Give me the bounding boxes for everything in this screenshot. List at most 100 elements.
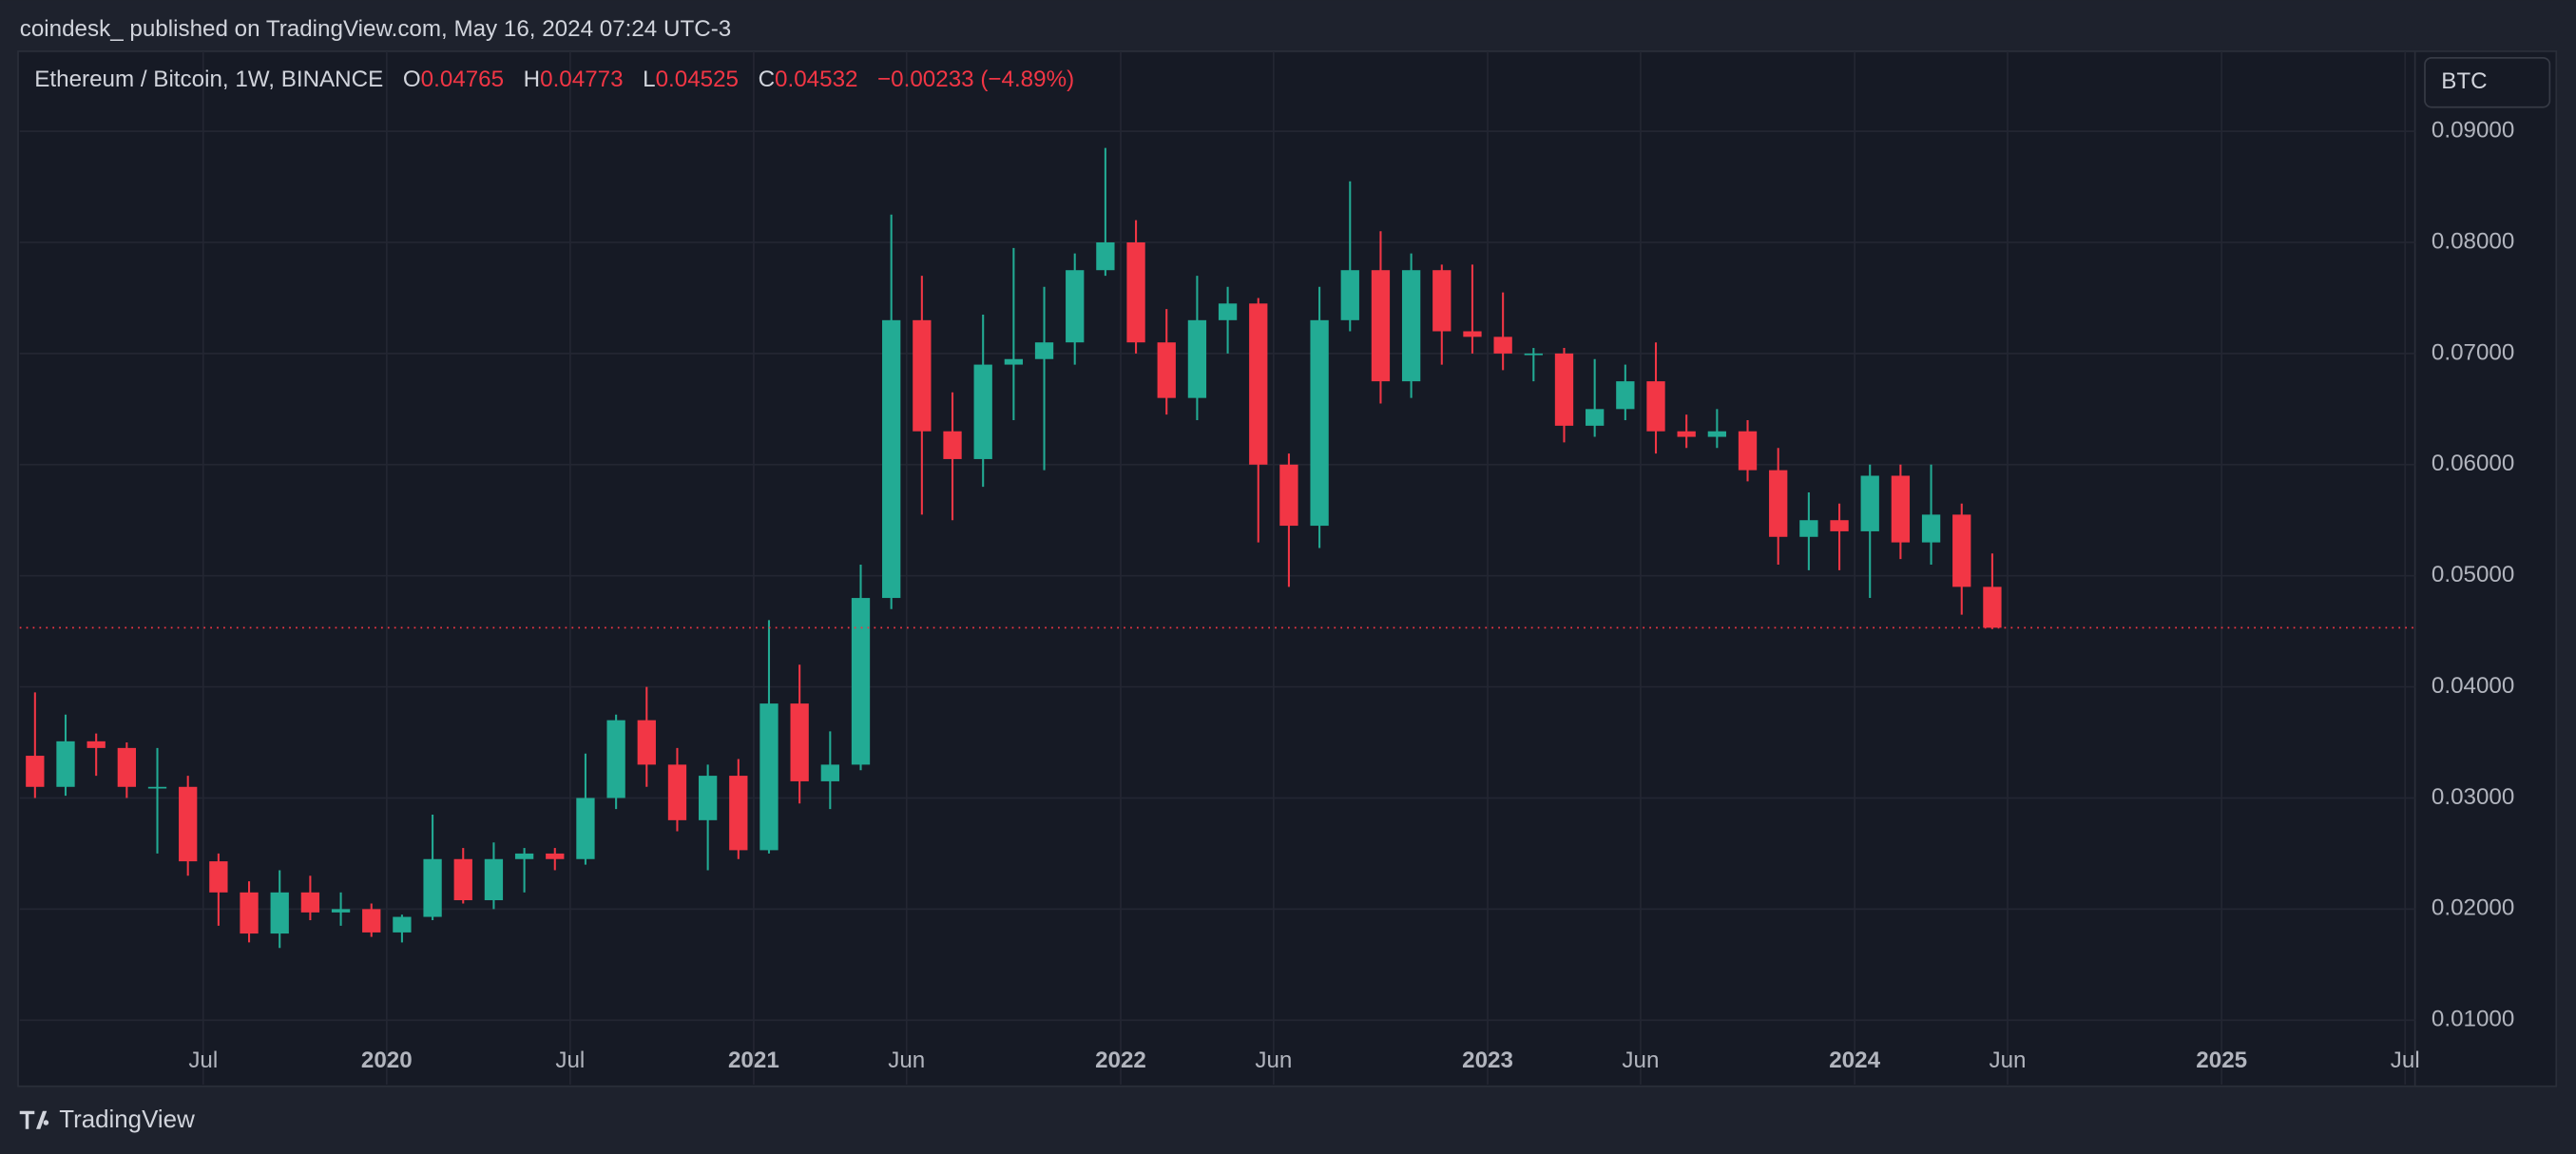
candle-body	[1096, 241, 1115, 271]
candle-body	[1891, 475, 1911, 543]
open-label: O	[403, 67, 421, 92]
candle-body	[698, 776, 718, 820]
change-value: −0.00233 (−4.89%)	[877, 67, 1074, 92]
candles	[19, 147, 2415, 949]
candle-body	[331, 909, 351, 913]
candle-body	[1860, 475, 1879, 531]
y-tick-label: 0.09000	[2432, 117, 2514, 143]
candle-body	[1677, 431, 1696, 437]
candle-body	[1707, 431, 1727, 437]
candle-body	[1187, 319, 1207, 398]
currency-button[interactable]	[2424, 56, 2551, 108]
candle-body	[300, 892, 320, 913]
candle-body	[790, 703, 809, 781]
candle-body	[1066, 270, 1085, 343]
candle-body	[453, 858, 472, 901]
candle-body	[1157, 342, 1176, 398]
candle-body	[1126, 241, 1145, 343]
brand: TradingView	[19, 1106, 195, 1133]
publish-info: coindesk_ published on TradingView.com, …	[20, 16, 731, 42]
candle-body	[637, 720, 656, 765]
candle-body	[1463, 331, 1482, 337]
candle-body	[606, 720, 625, 798]
y-tick-label: 0.06000	[2432, 451, 2514, 476]
candle-body	[1249, 303, 1268, 465]
x-tick-label: 2023	[1462, 1048, 1513, 1073]
candle-body	[147, 786, 167, 789]
x-tick-label: 2021	[728, 1048, 779, 1073]
x-tick-label: 2024	[1829, 1048, 1880, 1073]
candle-body	[882, 319, 901, 599]
candle-body	[1769, 470, 1788, 537]
candle-body	[56, 740, 75, 787]
candle-body	[1646, 381, 1665, 432]
candle-body	[943, 431, 962, 459]
candle-body	[1432, 270, 1451, 332]
y-tick-label: 0.05000	[2432, 562, 2514, 587]
candle-body	[1401, 270, 1421, 382]
candle-body	[1616, 381, 1635, 410]
close-value: 0.04532	[775, 67, 857, 92]
x-tick-label: Jul	[188, 1048, 218, 1073]
candle-body	[1524, 353, 1543, 356]
grid	[19, 50, 2415, 1086]
candle-body	[1830, 520, 1849, 531]
candle-body	[117, 747, 136, 787]
candle-body	[1554, 353, 1574, 426]
open-value: 0.04765	[421, 67, 504, 92]
candle-body	[759, 703, 779, 851]
candle-body	[240, 892, 259, 934]
currency-label[interactable]: BTC	[2441, 68, 2487, 94]
x-tick-label: Jul	[2391, 1048, 2420, 1073]
high-value: 0.04773	[540, 67, 623, 92]
x-tick-label: Jun	[888, 1048, 925, 1073]
candle-body	[546, 853, 565, 859]
candle-body	[1586, 409, 1605, 426]
candle-body	[576, 798, 595, 859]
low-value: 0.04525	[656, 67, 739, 92]
candle-body	[1921, 514, 1941, 543]
x-tick-label: 2020	[361, 1048, 413, 1073]
axes: Jul 2020 Jul 2021 Jun 2022 Jun 2023 Jun 2024 Jun 20…	[188, 1048, 2419, 1073]
x-tick-label: Jul	[555, 1048, 585, 1073]
high-label: H	[524, 67, 540, 92]
candle-body	[913, 319, 932, 432]
y-tick-label: 0.01000	[2432, 1007, 2514, 1032]
candle-body	[1004, 358, 1024, 365]
x-tick-label: 2022	[1095, 1048, 1146, 1073]
candle-body	[1799, 520, 1818, 537]
candle-body	[667, 764, 687, 820]
candle-body	[362, 909, 381, 933]
candle-body	[393, 916, 412, 933]
candle-body	[484, 858, 504, 901]
y-tick-label: 0.07000	[2432, 339, 2514, 365]
candle-body	[514, 853, 534, 859]
candle-body	[1218, 303, 1238, 320]
candle-body	[87, 740, 106, 748]
candle-body	[1738, 431, 1758, 471]
symbol: Ethereum / Bitcoin, 1W, BINANCE	[34, 67, 383, 92]
candle-body	[26, 756, 45, 787]
x-tick-label: Jun	[1255, 1048, 1292, 1073]
x-tick-label: Jun	[1990, 1048, 2027, 1073]
y-tick-label: 0.04000	[2432, 673, 2514, 699]
candle-body	[1493, 337, 1512, 354]
candle-body	[179, 786, 198, 862]
legend: Ethereum / Bitcoin, 1W, BINANCE O0.04765…	[34, 67, 1074, 92]
y-tick-label: 0.08000	[2432, 228, 2514, 254]
brand-logo	[19, 1110, 49, 1129]
candle-body	[270, 892, 289, 934]
close-label: C	[759, 67, 775, 92]
candle-body	[1310, 319, 1329, 527]
candle-body	[851, 598, 871, 765]
candle-body	[1983, 587, 2002, 628]
brand-name: TradingView	[59, 1106, 195, 1133]
candle-body	[820, 764, 839, 781]
candle-body	[1340, 270, 1359, 320]
candle-body	[973, 364, 992, 459]
x-tick-label: 2025	[2196, 1048, 2247, 1073]
candle-body	[729, 776, 748, 851]
low-label: L	[643, 67, 655, 92]
